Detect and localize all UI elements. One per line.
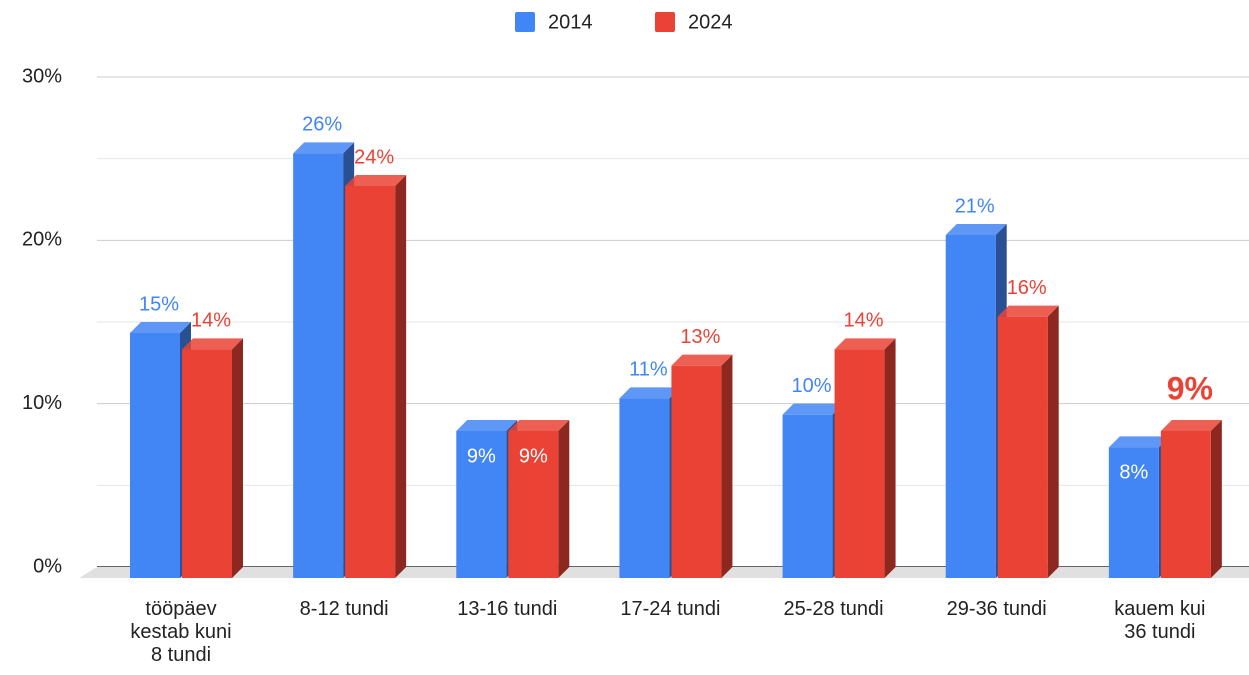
x-tick-label: 25-28 tundi	[783, 598, 884, 620]
data-label: 14%	[844, 310, 884, 332]
bar-top	[619, 387, 681, 399]
bar	[834, 349, 885, 578]
x-tick-label: 17-24 tundi	[620, 598, 721, 620]
data-label: 26%	[302, 114, 342, 136]
legend-swatch	[515, 12, 535, 32]
legend-label: 2014	[548, 11, 593, 33]
data-label: 9%	[1167, 370, 1213, 406]
data-label: 8%	[1119, 462, 1148, 484]
legend-label: 2024	[688, 11, 733, 33]
data-label: 15%	[139, 293, 179, 315]
bar-top	[345, 175, 407, 186]
data-label: 24%	[354, 146, 394, 168]
bar-top	[508, 420, 570, 431]
legend-swatch	[655, 12, 675, 32]
bar	[182, 349, 232, 578]
data-label: 14%	[191, 310, 231, 332]
x-tick-label: 29-36 tundi	[946, 598, 1047, 620]
bar-side	[232, 338, 243, 578]
bar	[456, 431, 507, 578]
y-tick-label: 10%	[22, 392, 62, 414]
data-label: 16%	[1007, 277, 1047, 299]
bar	[619, 398, 670, 578]
bar-top	[293, 142, 355, 154]
x-tick-label: 13-16 tundi	[457, 598, 558, 620]
bar	[345, 186, 396, 578]
bar-side	[721, 354, 733, 578]
bar	[1160, 431, 1211, 578]
data-label: 10%	[792, 375, 832, 397]
bar	[782, 414, 833, 578]
bar-top	[1160, 420, 1222, 431]
bar	[293, 153, 344, 579]
bar	[671, 365, 722, 578]
bar-top	[671, 354, 733, 366]
data-label: 13%	[680, 326, 720, 348]
data-label: 11%	[629, 359, 668, 381]
bar-top	[456, 420, 518, 431]
bar-top	[130, 322, 191, 333]
data-label: 21%	[955, 195, 995, 217]
bar	[945, 235, 996, 578]
data-label: 9%	[467, 445, 496, 467]
bar	[508, 431, 559, 578]
bar-side	[558, 420, 570, 578]
bar-top	[782, 403, 844, 415]
y-tick-label: 0%	[33, 555, 62, 577]
bar-side	[1210, 420, 1222, 578]
y-tick-label: 20%	[22, 229, 62, 251]
bar-top	[945, 224, 1007, 235]
x-tick-label: tööpäev kestab kuni 8 tundi	[130, 598, 232, 666]
y-tick-label: 30%	[22, 65, 62, 87]
bar-top	[834, 338, 896, 350]
bar-top	[997, 305, 1059, 317]
x-tick-label: 8-12 tundi	[299, 598, 389, 620]
bar-top	[1108, 436, 1170, 448]
x-tick-label: kauem kui 36 tundi	[1114, 598, 1206, 643]
bar	[1108, 447, 1159, 578]
data-label: 9%	[519, 445, 548, 467]
bar	[997, 316, 1048, 578]
bar-top	[182, 338, 243, 350]
bar-side	[1047, 305, 1059, 578]
bar-side	[884, 338, 896, 578]
bar-side	[395, 175, 407, 578]
bar	[130, 333, 180, 578]
